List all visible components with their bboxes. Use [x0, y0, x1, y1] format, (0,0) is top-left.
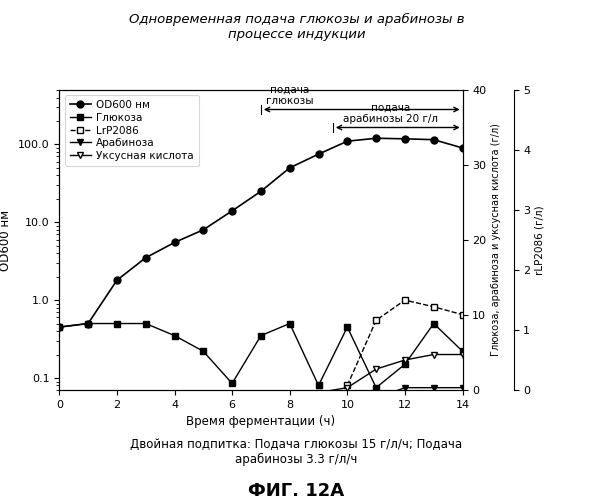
Text: ФИГ. 12А: ФИГ. 12А — [248, 482, 345, 500]
Legend: OD600 нм, Глюкоза, LrP2086, Арабиноза, Уксусная кислота: OD600 нм, Глюкоза, LrP2086, Арабиноза, У… — [65, 95, 199, 166]
Y-axis label: rLP2086 (г/л): rLP2086 (г/л) — [534, 205, 544, 275]
Text: Двойная подпитка: Подача глюкозы 15 г/л/ч; Подача
арабинозы 3.3 г/л/ч: Двойная подпитка: Подача глюкозы 15 г/л/… — [130, 438, 463, 466]
Text: Одновременная подача глюкозы и арабинозы в
процессе индукции: Одновременная подача глюкозы и арабинозы… — [129, 12, 464, 40]
X-axis label: Время ферментации (ч): Время ферментации (ч) — [186, 416, 336, 428]
Text: подача
глюкозы: подача глюкозы — [266, 85, 314, 106]
Text: подача
арабинозы 20 г/л: подача арабинозы 20 г/л — [343, 103, 438, 124]
Y-axis label: Глюкоза, арабиноза и уксусная кислота (г/л): Глюкоза, арабиноза и уксусная кислота (г… — [490, 124, 500, 356]
Y-axis label: OD600 нм: OD600 нм — [0, 210, 12, 270]
